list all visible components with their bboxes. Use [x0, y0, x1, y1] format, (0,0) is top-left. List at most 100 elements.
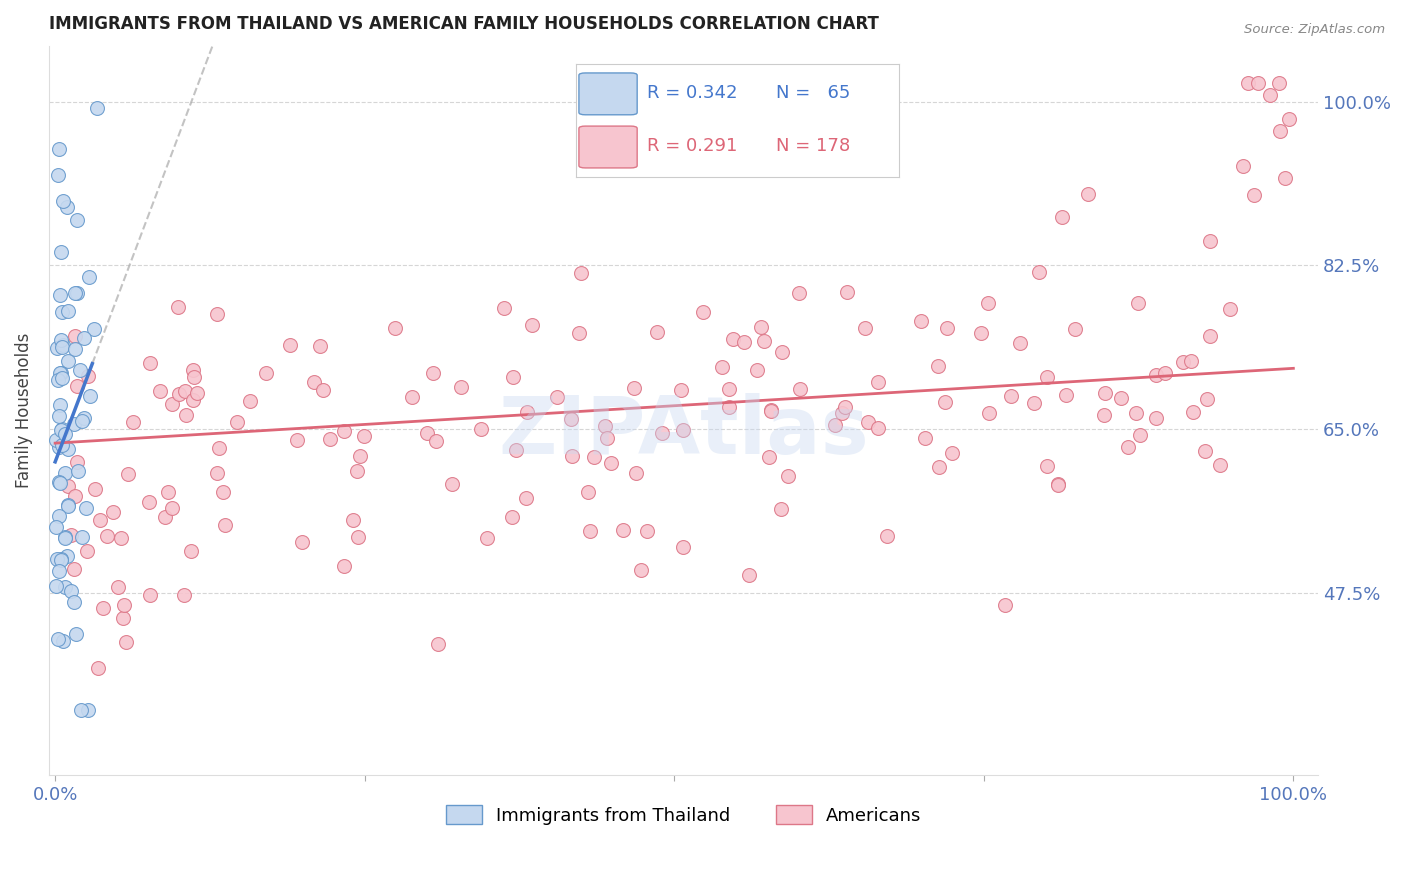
Point — [835, 285, 858, 299]
Point — [139, 588, 162, 602]
Point — [76, 369, 98, 384]
Point — [56, 442, 79, 457]
Legend: Immigrants from Thailand, Americans: Immigrants from Thailand, Americans — [439, 798, 929, 831]
Point — [600, 456, 623, 470]
Point — [117, 467, 139, 482]
Point — [1077, 186, 1099, 201]
Point — [48, 564, 70, 578]
Point — [1052, 210, 1074, 224]
Point — [612, 523, 634, 537]
Point — [492, 301, 515, 315]
Point — [761, 404, 783, 418]
Point — [1209, 458, 1232, 473]
Point — [48, 509, 70, 524]
Point — [208, 441, 231, 455]
Point — [651, 425, 673, 440]
Point — [645, 325, 668, 339]
Point — [46, 373, 69, 387]
Point — [156, 485, 179, 500]
Point — [936, 320, 959, 334]
Point — [52, 337, 75, 351]
Point — [304, 375, 326, 389]
Point — [205, 466, 228, 480]
Point — [1197, 392, 1219, 407]
Point — [169, 387, 191, 401]
Point — [346, 530, 368, 544]
Point — [226, 415, 249, 429]
Point — [63, 329, 86, 343]
Point — [77, 270, 100, 285]
Point — [72, 530, 94, 544]
Point — [49, 553, 72, 567]
Point — [45, 520, 67, 534]
Point — [752, 334, 775, 349]
Point — [636, 524, 658, 538]
Point — [1129, 428, 1152, 442]
Point — [831, 407, 853, 421]
Point — [77, 703, 100, 717]
Point — [103, 505, 125, 519]
Point — [759, 403, 782, 417]
Point — [72, 414, 94, 428]
Point — [56, 353, 79, 368]
Point — [928, 460, 950, 475]
Point — [56, 200, 79, 214]
Point — [593, 418, 616, 433]
Point — [59, 584, 82, 599]
Point — [426, 637, 449, 651]
Point — [56, 479, 79, 493]
Point — [502, 370, 524, 384]
Point — [122, 415, 145, 429]
Point — [70, 703, 93, 717]
Point — [49, 551, 72, 566]
Point — [160, 500, 183, 515]
Point — [214, 518, 236, 533]
Point — [291, 535, 314, 549]
Point — [66, 379, 89, 393]
Point — [63, 417, 86, 431]
Point — [1036, 369, 1059, 384]
Point — [333, 424, 356, 438]
Point — [48, 475, 70, 490]
Point — [672, 423, 695, 437]
Point — [66, 286, 89, 301]
Point — [910, 314, 932, 328]
Point — [1258, 87, 1281, 102]
Point — [1268, 124, 1291, 138]
Point — [51, 438, 73, 452]
Point — [319, 433, 342, 447]
Point — [561, 449, 583, 463]
Point — [51, 340, 73, 354]
Point — [624, 466, 647, 480]
Point — [239, 394, 262, 409]
Point — [994, 599, 1017, 613]
Point — [1028, 265, 1050, 279]
Point — [56, 500, 79, 514]
Point — [1232, 159, 1254, 173]
Point — [1046, 477, 1069, 491]
Point — [51, 305, 73, 319]
Point — [718, 401, 741, 415]
Point — [425, 434, 447, 449]
Point — [53, 531, 76, 545]
Point — [1010, 336, 1032, 351]
Point — [441, 476, 464, 491]
Point — [770, 502, 793, 516]
Point — [45, 433, 67, 447]
Point — [52, 194, 75, 208]
Point — [76, 543, 98, 558]
Point — [49, 476, 72, 491]
Point — [86, 101, 108, 115]
Point — [1219, 302, 1241, 317]
Point — [49, 367, 72, 381]
Point — [1180, 353, 1202, 368]
Point — [721, 332, 744, 346]
Point — [717, 382, 740, 396]
Point — [53, 580, 76, 594]
Point — [1126, 296, 1149, 310]
Point — [1247, 76, 1270, 90]
Point — [578, 524, 600, 538]
Point — [977, 405, 1000, 419]
Point — [62, 595, 84, 609]
Point — [470, 422, 492, 436]
